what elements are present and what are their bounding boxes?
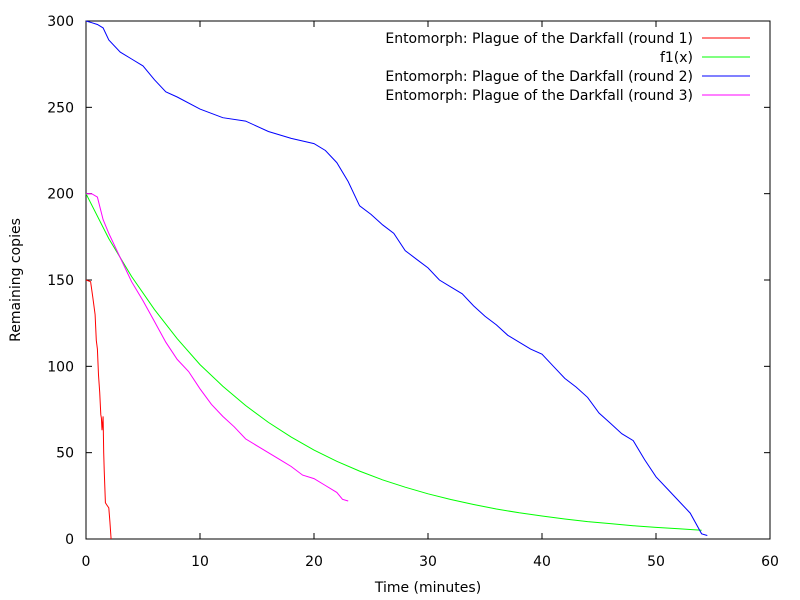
y-axis-label: Remaining copies	[8, 218, 24, 342]
legend: Entomorph: Plague of the Darkfall (round…	[385, 31, 750, 104]
series-line-2	[85, 193, 702, 531]
axis-ticks: 0 10 20 30 40 50 60 0 50 100 150 200 250 300	[47, 14, 779, 570]
series-layer	[85, 20, 708, 540]
y-tick-label: 150	[47, 273, 74, 289]
y-tick-label: 200	[47, 187, 74, 203]
x-tick-label: 0	[82, 554, 91, 570]
series-line-4	[86, 193, 349, 502]
legend-label: Entomorph: Plague of the Darkfall (round…	[385, 69, 693, 85]
x-tick-label: 10	[191, 554, 209, 570]
y-tick-label: 100	[47, 359, 74, 375]
x-tick-label: 20	[305, 554, 323, 570]
y-tick-label: 300	[47, 14, 74, 30]
legend-label: Entomorph: Plague of the Darkfall (round…	[385, 88, 693, 104]
y-tick-label: 250	[47, 100, 74, 116]
x-tick-label: 40	[533, 554, 551, 570]
x-tick-label: 60	[761, 554, 779, 570]
x-tick-label: 30	[419, 554, 437, 570]
series-line-1	[85, 279, 112, 540]
x-tick-label: 50	[647, 554, 665, 570]
x-axis-label: Time (minutes)	[374, 580, 481, 596]
legend-label: Entomorph: Plague of the Darkfall (round…	[385, 31, 693, 47]
y-tick-label: 0	[65, 532, 74, 548]
series-line-3	[85, 20, 708, 536]
y-tick-label: 50	[56, 446, 74, 462]
legend-label: f1(x)	[660, 50, 693, 66]
